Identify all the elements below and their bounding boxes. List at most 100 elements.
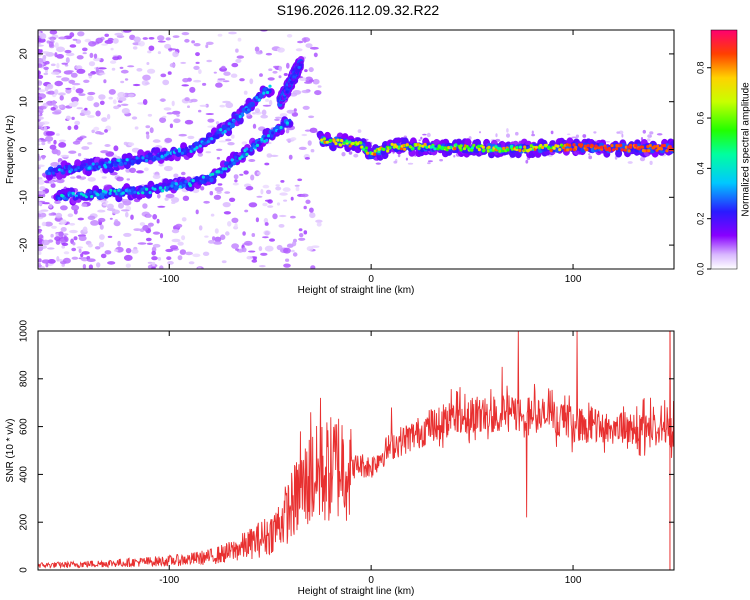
noise-cell — [166, 256, 172, 261]
upper-branch-cell — [123, 161, 128, 165]
lower-branch-cell — [145, 187, 149, 191]
noise-cell — [71, 256, 79, 260]
noise-cell — [58, 104, 63, 109]
noise-cell — [71, 116, 75, 120]
main-echo-cell — [364, 146, 368, 150]
lower-branch-cell — [104, 190, 108, 194]
noise-cell — [197, 152, 203, 157]
upper-branch-cell — [223, 129, 227, 134]
noise-cell — [72, 140, 81, 145]
noise-cell — [38, 116, 44, 120]
upper-branch-cell — [188, 145, 192, 149]
noise-cell — [71, 247, 77, 252]
noise-cell — [142, 203, 148, 209]
noise-cell — [550, 130, 554, 135]
noise-cell — [87, 115, 95, 118]
noise-cell — [167, 48, 177, 51]
y-tick-label: 0 — [19, 146, 30, 152]
noise-cell — [55, 212, 63, 219]
main-echo-cell — [594, 144, 598, 148]
main-echo-cell — [449, 145, 453, 149]
noise-cell — [62, 257, 71, 264]
lower-branch-cell — [285, 121, 289, 125]
main-echo-cell — [556, 144, 560, 148]
noise-cell — [113, 105, 120, 110]
main-echo-cell — [656, 144, 660, 148]
noise-cell — [84, 38, 92, 43]
noise-cell — [265, 52, 272, 56]
noise-cell — [62, 233, 69, 236]
noise-cell — [78, 93, 86, 96]
noise-cell — [181, 84, 189, 87]
noise-cell — [113, 145, 119, 152]
noise-cell — [282, 187, 291, 192]
noise-cell — [112, 99, 117, 105]
noise-cell — [195, 209, 199, 215]
noise-cell — [156, 218, 160, 224]
noise-cell — [38, 108, 44, 114]
noise-cell — [159, 117, 167, 123]
high-branch-cell — [295, 69, 299, 73]
noise-cell — [38, 164, 45, 168]
lower-branch-cell — [148, 191, 152, 195]
x-axis-label: Height of straight line (km) — [298, 586, 415, 597]
noise-cell — [166, 112, 174, 115]
noise-cell — [204, 235, 209, 238]
noise-cell — [58, 231, 64, 237]
noise-cell — [47, 141, 51, 144]
noise-cell — [38, 63, 43, 68]
noise-cell — [195, 61, 200, 64]
upper-branch-cell — [49, 169, 53, 173]
noise-cell — [276, 244, 283, 251]
noise-cell — [65, 52, 75, 57]
noise-cell — [357, 129, 362, 134]
noise-cell — [145, 237, 152, 242]
noise-cell — [495, 133, 498, 138]
noise-cell — [95, 110, 101, 117]
noise-cell — [236, 55, 244, 59]
noise-cell — [98, 94, 106, 100]
noise-cell — [81, 146, 90, 150]
upper-branch-cell — [88, 166, 92, 170]
noise-cell — [311, 245, 320, 248]
noise-cell — [506, 128, 509, 133]
noise-cell — [114, 32, 124, 36]
noise-cell — [193, 65, 200, 70]
noise-cell — [266, 153, 273, 158]
noise-cell — [189, 86, 196, 93]
noise-cell — [231, 62, 239, 68]
noise-cell — [58, 142, 67, 148]
lower-branch-cell — [277, 129, 281, 133]
upper-branch-cell — [246, 108, 250, 112]
upper-branch-cell — [185, 146, 189, 150]
noise-cell — [164, 43, 172, 49]
noise-cell — [225, 102, 234, 109]
noise-cell — [198, 109, 202, 113]
noise-cell — [199, 104, 208, 107]
noise-cell — [151, 266, 156, 269]
noise-cell — [214, 186, 224, 192]
colorbar-tick-label: 0.8 — [695, 61, 705, 74]
noise-cell — [193, 79, 202, 83]
main-echo-cell — [489, 148, 493, 152]
noise-cell — [76, 246, 84, 249]
noise-cell — [221, 65, 226, 70]
noise-cell — [108, 96, 113, 100]
main-echo-cell — [365, 151, 370, 155]
noise-cell — [76, 68, 86, 74]
noise-cell — [293, 108, 297, 112]
noise-cell — [268, 99, 273, 106]
lower-branch-cell — [158, 186, 162, 190]
noise-cell — [41, 139, 47, 142]
noise-cell — [162, 115, 167, 118]
noise-cell — [38, 210, 43, 214]
noise-cell — [69, 44, 77, 48]
main-echo-cell — [515, 145, 519, 150]
noise-cell — [125, 211, 129, 218]
noise-cell — [453, 154, 456, 158]
noise-cell — [479, 131, 481, 134]
main-echo-cell — [436, 147, 440, 151]
upper-branch-cell — [193, 141, 199, 147]
noise-cell — [152, 174, 161, 179]
